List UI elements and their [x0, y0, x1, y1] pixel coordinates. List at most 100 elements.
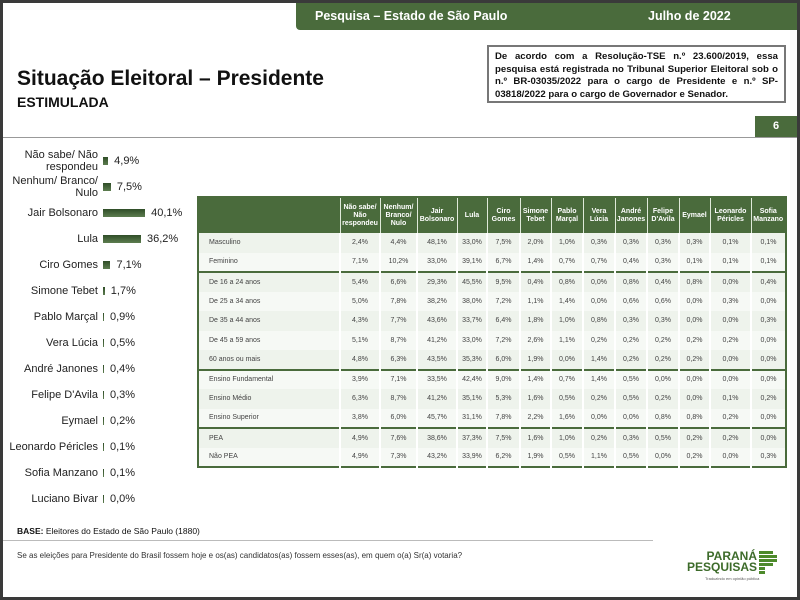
cell-value: 1,1% — [582, 447, 615, 467]
cell-value: 8,7% — [379, 330, 417, 350]
bar-label: Não sabe/ Não respondeu — [24, 149, 98, 173]
cell-value: 0,2% — [750, 389, 786, 409]
cell-value: 5,0% — [339, 291, 380, 311]
cell-value: 0,2% — [614, 350, 647, 370]
cell-value: 7,5% — [486, 233, 520, 253]
bar-value-label: 4,9% — [114, 155, 140, 167]
bar-label: André Janones — [24, 363, 98, 375]
cell-value: 0,0% — [750, 350, 786, 370]
bar — [103, 261, 111, 269]
bar — [103, 287, 105, 295]
cell-value: 7,1% — [379, 368, 417, 389]
cell-value: 0,1% — [678, 252, 710, 272]
cell-value: 0,0% — [646, 447, 679, 467]
cell-value: 0,2% — [709, 330, 751, 350]
cell-value: 0,2% — [646, 389, 679, 409]
cell-value: 6,4% — [486, 311, 520, 331]
cell-value: 2,6% — [519, 330, 551, 350]
bar-value-label: 0,5% — [110, 337, 136, 349]
cell-value: 1,0% — [550, 311, 583, 331]
cell-value: 0,1% — [750, 252, 786, 272]
cell-value: 42,4% — [456, 368, 487, 389]
cell-value: 1,6% — [550, 408, 583, 428]
page-title: Situação Eleitoral – Presidente — [17, 67, 324, 90]
logo-text: PARANÁ — [706, 549, 757, 563]
bar-value-label: 0,1% — [110, 441, 136, 453]
bar-label: Ciro Gomes — [39, 259, 98, 271]
bar — [103, 417, 104, 425]
bar-value-label: 0,9% — [110, 311, 136, 323]
cell-value: 0,5% — [614, 447, 647, 467]
cell-value: 0,8% — [550, 271, 583, 292]
cell-value: 2,0% — [519, 233, 551, 253]
bar — [103, 339, 104, 347]
row-label: Não PEA — [198, 447, 340, 467]
cell-value: 0,2% — [582, 427, 615, 448]
cell-value: 0,5% — [550, 447, 583, 467]
cell-value: 1,4% — [582, 350, 615, 370]
row-label: De 45 a 59 anos — [198, 330, 340, 350]
cell-value: 6,7% — [486, 252, 520, 272]
bar-value-label: 36,2% — [147, 233, 179, 245]
column-header: Ciro Gomes — [486, 197, 520, 233]
cell-value: 1,6% — [519, 427, 551, 448]
cell-value: 1,4% — [519, 252, 551, 272]
table-row: Masculino 2,4% 4,4% 48,1% 33,0% 7,5% 2,0% 1,0% 0… — [198, 233, 786, 253]
row-label: Ensino Médio — [198, 389, 340, 409]
cell-value: 0,8% — [678, 271, 710, 292]
cell-value: 0,8% — [678, 408, 710, 428]
logo-p-icon — [759, 551, 777, 575]
cell-value: 0,5% — [614, 389, 647, 409]
logo-tagline: Traduzindo em opinião pública — [705, 576, 760, 581]
bar-label: Eymael — [61, 415, 98, 427]
cell-value: 1,9% — [519, 350, 551, 370]
cell-value: 0,0% — [582, 291, 615, 311]
cell-value: 38,0% — [456, 291, 487, 311]
bar-value-label: 7,5% — [116, 181, 142, 193]
cell-value: 0,6% — [614, 291, 647, 311]
cell-value: 0,3% — [678, 233, 710, 253]
cell-value: 7,5% — [486, 427, 520, 448]
cell-value: 35,3% — [456, 350, 487, 370]
cell-value: 0,0% — [709, 271, 751, 292]
bar-row: Leonardo Péricles 0,1% — [3, 434, 203, 460]
bar-row: Eymael 0,2% — [3, 408, 203, 434]
table-row: Ensino Superior 3,8% 6,0% 45,7% 31,1% 7,8% 2,2… — [198, 408, 786, 428]
cell-value: 7,8% — [379, 291, 417, 311]
cell-value: 0,0% — [678, 368, 710, 389]
column-header: Felipe D'Avila — [646, 197, 679, 233]
table-row: De 25 a 34 anos 5,0% 7,8% 38,2% 38,0% 7,2% 1,1… — [198, 291, 786, 311]
cell-value: 5,3% — [486, 389, 520, 409]
survey-question: Se as eleições para Presidente do Brasil… — [17, 551, 463, 560]
cell-value: 7,1% — [339, 252, 380, 272]
cell-value: 7,3% — [379, 447, 417, 467]
cell-value: 0,2% — [678, 447, 710, 467]
cell-value: 0,0% — [678, 291, 710, 311]
row-label: Ensino Fundamental — [198, 368, 340, 389]
bar-label: Luciano Bivar — [31, 493, 98, 505]
cell-value: 0,3% — [709, 291, 751, 311]
cell-value: 0,0% — [750, 408, 786, 428]
cell-value: 0,2% — [709, 427, 751, 448]
table-row: Feminino 7,1% 10,2% 33,0% 39,1% 6,7% 1,4% 0,7% 0… — [198, 252, 786, 272]
cell-value: 0,2% — [614, 330, 647, 350]
cell-value: 0,3% — [582, 233, 615, 253]
cell-value: 0,2% — [582, 389, 615, 409]
cell-value: 37,3% — [456, 427, 487, 448]
crosstab-table: Não sabe/ Não respondeu Nenhum/ Branco/ N… — [197, 196, 787, 468]
cell-value: 29,3% — [416, 271, 457, 292]
row-label: De 35 a 44 anos — [198, 311, 340, 331]
bar-value-label: 1,7% — [110, 285, 136, 297]
cell-value: 7,2% — [486, 291, 520, 311]
cell-value: 0,2% — [709, 408, 751, 428]
bar-row: Jair Bolsonaro 40,1% — [3, 200, 203, 226]
cell-value: 4,4% — [379, 233, 417, 253]
cell-value: 0,3% — [614, 233, 647, 253]
base-label: BASE: — [17, 526, 44, 536]
cell-value: 1,6% — [519, 389, 551, 409]
cell-value: 0,0% — [709, 447, 751, 467]
bar-row: Pablo Marçal 0,9% — [3, 304, 203, 330]
cell-value: 6,2% — [486, 447, 520, 467]
table-row: Não PEA 4,9% 7,3% 43,2% 33,9% 6,2% 1,9% 0,5% 1,1… — [198, 447, 786, 467]
column-header: Eymael — [678, 197, 710, 233]
